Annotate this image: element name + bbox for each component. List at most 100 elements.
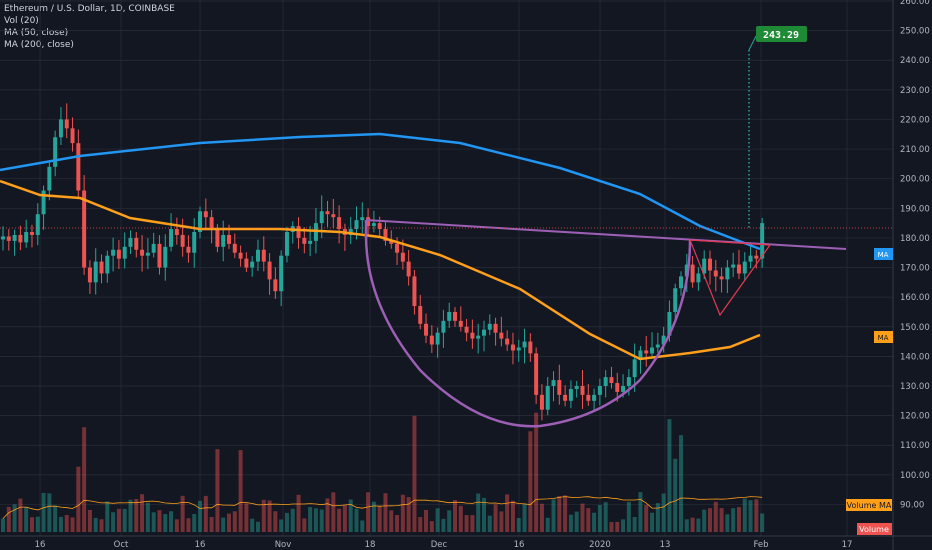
volume-bar xyxy=(169,511,174,532)
ma200-line xyxy=(0,132,761,251)
candle-body xyxy=(227,234,232,244)
volume-bar xyxy=(435,508,440,532)
candle-body xyxy=(348,229,353,235)
candle-body xyxy=(163,246,168,268)
x-tick-label: Nov xyxy=(275,540,292,550)
candle-body xyxy=(186,246,191,253)
volume-bar xyxy=(574,511,579,532)
candle-body xyxy=(93,261,98,283)
candle-body xyxy=(360,217,365,221)
volume-bar xyxy=(563,495,568,532)
x-tick-label: 18 xyxy=(365,540,376,550)
y-tick-label: 210.00 xyxy=(900,145,930,155)
candle-body xyxy=(713,270,718,277)
candle-body xyxy=(105,255,110,274)
volume-bar xyxy=(313,508,318,532)
volume-bar xyxy=(551,499,556,532)
volume-bar xyxy=(163,513,168,532)
neckline xyxy=(365,219,847,250)
y-tick-label: 170.00 xyxy=(900,264,930,274)
volume-bar xyxy=(70,517,75,532)
volume-bar xyxy=(696,518,701,532)
volume-bar xyxy=(203,495,208,532)
volume-ma-line xyxy=(2,496,763,519)
volume-bar xyxy=(597,504,602,532)
candle-body xyxy=(516,347,521,351)
candle-body xyxy=(82,190,87,268)
ma50-axis-label: MA xyxy=(878,334,889,342)
volume-bar xyxy=(760,513,765,532)
y-tick-label: 90.00 xyxy=(900,500,924,510)
candle-body xyxy=(41,190,46,215)
volume-bar xyxy=(615,521,620,532)
volume-bar xyxy=(499,511,504,532)
candle-body xyxy=(487,323,492,330)
candle-body xyxy=(696,273,701,283)
target-badge xyxy=(756,26,807,42)
volume-bar xyxy=(667,419,672,532)
candle-body xyxy=(221,234,226,247)
volume-bar xyxy=(261,499,266,532)
legend-ma200: MA (200, close) xyxy=(4,40,74,50)
candle-body xyxy=(609,377,614,384)
candle-body xyxy=(673,288,678,312)
candle-body xyxy=(279,255,284,292)
volume-bar xyxy=(128,499,133,532)
volume-bar xyxy=(47,493,52,532)
volume-bar xyxy=(29,517,34,532)
volume-bar xyxy=(481,497,486,532)
y-tick-label: 250.00 xyxy=(900,27,930,37)
volume-bar xyxy=(215,449,220,532)
candle-body xyxy=(169,229,174,247)
volume-bar xyxy=(105,501,110,532)
candle-body xyxy=(742,261,747,274)
candle-body xyxy=(122,246,127,259)
candle-body xyxy=(383,229,388,241)
candle-body xyxy=(568,388,573,401)
volume-bar xyxy=(35,516,40,532)
grid xyxy=(0,0,893,536)
x-tick-label: 16 xyxy=(35,540,46,550)
candle-body xyxy=(632,359,637,378)
candle-body xyxy=(534,353,539,395)
volume-bar xyxy=(58,516,63,532)
candle-body xyxy=(296,226,301,238)
candle-body xyxy=(284,231,289,256)
volume-bar xyxy=(76,466,81,532)
volume-bar xyxy=(470,515,475,532)
candle-body xyxy=(232,243,237,253)
candle-body xyxy=(366,217,371,227)
volume-bar xyxy=(516,518,521,532)
x-tick-label: 2020 xyxy=(589,540,611,550)
candle-body xyxy=(754,255,759,259)
candle-body xyxy=(690,264,695,283)
candle-body xyxy=(667,311,672,336)
volume-bar xyxy=(331,492,336,532)
candle-body xyxy=(644,350,649,354)
volume-bar xyxy=(53,505,58,532)
candle-body xyxy=(424,323,429,336)
legend-ma50: MA (50, close) xyxy=(4,28,69,38)
volume-bar xyxy=(87,509,92,532)
volume-bar xyxy=(592,512,597,532)
volume-bar xyxy=(348,499,353,532)
candle-body xyxy=(18,234,23,243)
candle-body xyxy=(499,332,504,339)
candle-body xyxy=(128,237,133,247)
y-tick-label: 100.00 xyxy=(900,471,930,481)
volume-bar xyxy=(429,521,434,532)
candle-body xyxy=(458,320,463,327)
volume-tag: Volume xyxy=(859,525,889,534)
volume-bar xyxy=(644,504,649,532)
x-tick-label: Feb xyxy=(753,540,768,550)
volume-bar xyxy=(82,427,87,532)
volume-bar xyxy=(325,498,330,532)
candle-body xyxy=(760,223,765,259)
volume-bar xyxy=(447,510,452,532)
candle-body xyxy=(12,234,17,241)
volume-bar xyxy=(545,517,550,532)
candle-body xyxy=(597,385,602,395)
volume-bar xyxy=(337,508,342,532)
